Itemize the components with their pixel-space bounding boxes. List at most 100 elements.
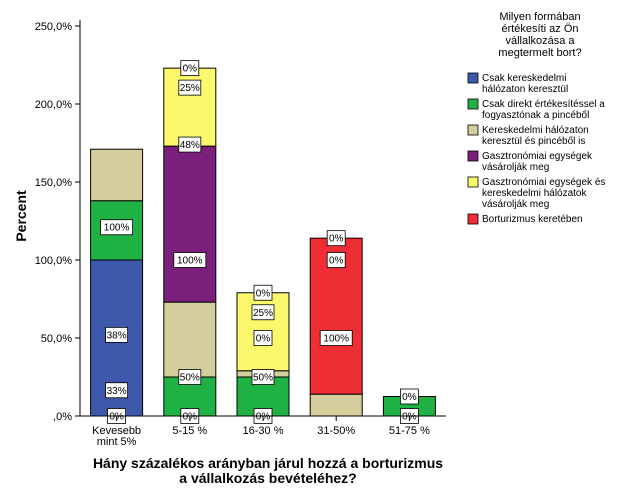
data-label: 100%	[173, 252, 207, 268]
data-label-text: 50%	[253, 373, 273, 384]
data-label-text: 0%	[329, 256, 344, 267]
text-line: kereskedelmi hálózatok	[482, 188, 587, 199]
data-label-text: 38%	[107, 330, 127, 341]
legend-title: Milyen formában értékesíti az Ön vállalkoz…	[498, 11, 581, 59]
data-label: 33%	[105, 382, 128, 399]
data-label-text: 33%	[107, 386, 127, 397]
legend-swatch	[467, 213, 479, 225]
data-label-box	[253, 284, 273, 301]
bars	[90, 67, 436, 417]
data-label: 0%	[180, 60, 200, 77]
data-label-box	[105, 326, 128, 343]
text-line: Milyen formában	[499, 11, 580, 23]
x-tick-label: Kevesebb mint 5%	[92, 425, 141, 448]
legend-swatch	[467, 98, 479, 110]
legend-label: Gasztronómiai egységek vásárolják meg	[482, 151, 593, 173]
data-label: 25%	[178, 79, 202, 96]
y-axis-title: Percent	[13, 190, 29, 242]
data-label-text: 48%	[180, 140, 200, 151]
bar-segment	[163, 145, 217, 303]
data-labels: 0% 33% 38% 100% 0% 50% 100% 48% 25% 0% 0% 50% 0% 25% 0…	[100, 60, 419, 424]
text-line: vásárolják meg	[482, 162, 549, 173]
text-line: hálózaton keresztül	[482, 84, 568, 95]
legend-item: Gasztronómiai egységek vásárolják meg	[467, 150, 593, 173]
legend-item: Kereskedelmi hálózaton keresztül és pincé…	[467, 124, 589, 147]
x-axis-title: Hány százalékos arányban járul hozzá a b…	[93, 455, 443, 486]
data-label-box	[100, 219, 133, 236]
data-label-text: 25%	[253, 308, 273, 319]
data-label-box	[326, 230, 346, 247]
data-label: 48%	[178, 136, 202, 153]
legend-label: Gasztronómiai egységek és kereskedelmi há…	[482, 177, 605, 210]
text-line: Borturizmus keretében	[482, 214, 583, 225]
data-label-text: 0%	[256, 288, 271, 299]
text-line: 51-75 %	[389, 425, 430, 437]
data-label: 0%	[326, 252, 346, 268]
data-label-box	[178, 79, 202, 96]
text-line: keresztül és pincéből is	[482, 136, 585, 147]
y-tick-label: 250,0%	[35, 21, 73, 33]
legend-item: Csak kereskedelmi hálózaton keresztül	[467, 72, 568, 95]
text-line: 31-50%	[317, 425, 355, 437]
data-label-text: 25%	[180, 83, 200, 94]
data-label: 0%	[253, 330, 273, 346]
data-label-text: 100%	[177, 256, 203, 267]
y-tick-label: 100,0%	[35, 255, 73, 267]
y-tick-label: 50,0%	[41, 333, 72, 345]
data-label-box	[251, 304, 275, 321]
text-line: mint 5%	[97, 436, 137, 448]
legend-swatch	[467, 72, 479, 84]
legend: Milyen formában értékesíti az Ön vállalkoz…	[467, 11, 605, 225]
data-label-text: 0%	[329, 234, 344, 245]
bar-segment	[90, 148, 144, 202]
data-label-box	[319, 330, 353, 346]
x-axis: Kevesebb mint 5% 5-15 % 16-30 % 31-50% 51-75 …	[80, 415, 446, 448]
legend-swatch	[467, 176, 479, 188]
bar-segment	[309, 393, 363, 417]
data-label-box	[105, 382, 128, 399]
data-label: 0%	[326, 230, 346, 247]
text-line: 5-15 %	[172, 425, 207, 437]
x-tick-label: 31-50%	[317, 425, 355, 437]
legend-items: Csak kereskedelmi hálózaton keresztül Csak…	[467, 72, 605, 225]
data-label-box	[173, 252, 207, 268]
text-line: Csak direkt értékesítéssel a	[482, 99, 605, 110]
y-tick-label: 150,0%	[35, 177, 73, 189]
data-label: 25%	[251, 304, 275, 321]
text-line: Kereskedelmi hálózaton	[482, 125, 589, 136]
text-line: Hány százalékos arányban járul hozzá a b…	[93, 455, 443, 471]
data-label-box	[178, 136, 202, 153]
text-line: vállalkozása a	[505, 35, 575, 47]
legend-swatch	[467, 150, 479, 162]
y-tick-label: 200,0%	[35, 99, 73, 111]
legend-label: Borturizmus keretében	[482, 214, 583, 225]
legend-item: Csak direkt értékesítéssel a fogyasztónak…	[467, 98, 605, 121]
y-tick-label: ,0%	[53, 411, 72, 423]
x-tick-label: 16-30 %	[243, 425, 284, 437]
data-label-box	[253, 330, 273, 346]
data-label-box	[180, 60, 200, 77]
data-label-box	[326, 252, 346, 268]
legend-swatch	[467, 124, 479, 136]
text-line: Gasztronómiai egységek	[482, 151, 593, 162]
text-line: a vállalkozás bevételéhez?	[179, 470, 356, 486]
data-label: 38%	[105, 326, 128, 343]
legend-label: Csak kereskedelmi hálózaton keresztül	[482, 73, 568, 95]
text-line: vásárolják meg	[482, 199, 549, 210]
legend-item: Gasztronómiai egységek és kereskedelmi há…	[467, 176, 605, 210]
data-label-text: 0%	[256, 334, 271, 345]
data-label-box	[399, 388, 419, 405]
legend-label: Kereskedelmi hálózaton keresztül és pincé…	[482, 125, 589, 147]
legend-item: Borturizmus keretében	[467, 213, 583, 225]
y-axis: ,0% 50,0% 100,0% 150,0% 200,0% 250,0%	[35, 20, 81, 423]
data-label-box	[178, 369, 202, 385]
text-line: megtermelt bort?	[498, 47, 581, 59]
text-line: Gasztronómiai egységek és	[482, 177, 605, 188]
data-label: 100%	[319, 330, 353, 346]
data-label: 50%	[178, 369, 202, 385]
data-label-text: 50%	[180, 373, 200, 384]
data-label-text: 100%	[323, 334, 349, 345]
data-label: 0%	[399, 388, 419, 405]
text-line: fogyasztónak a pincéből	[482, 110, 589, 121]
